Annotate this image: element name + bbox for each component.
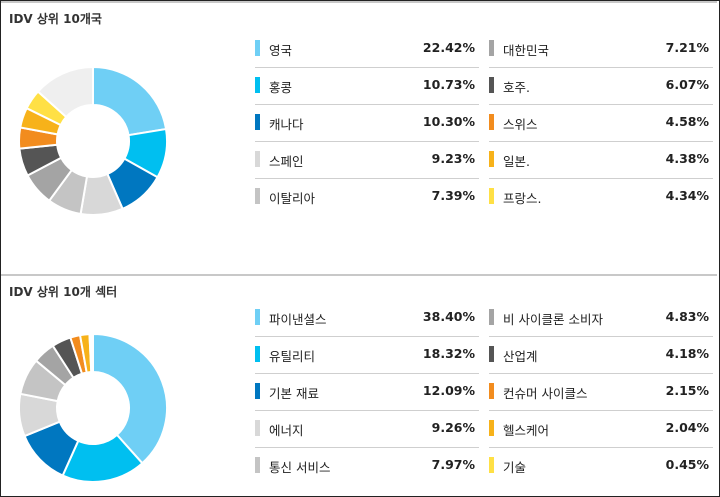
legend-row: 에너지 9.26%	[255, 411, 479, 448]
legend-row: 일본. 4.38%	[489, 142, 713, 179]
legend-row: 캐나다 10.30%	[255, 105, 479, 142]
legend-label: 영국	[269, 43, 293, 58]
legend-label: 호주.	[503, 80, 530, 95]
legend-label: 에너지	[269, 423, 304, 438]
legend-label: 컨슈머 사이클스	[503, 386, 588, 401]
legend-row: 비 사이클론 소비자 4.83%	[489, 300, 713, 337]
legend-label: 기술	[503, 460, 527, 475]
legend-swatch	[255, 151, 260, 167]
legend-label: 유틸리티	[269, 349, 316, 364]
legend-row: 영국 22.42%	[255, 31, 479, 68]
legend-swatch	[489, 151, 494, 167]
legend-label: 기본 재료	[269, 386, 319, 401]
countries-donut-chart	[18, 65, 168, 216]
legend-swatch	[255, 383, 260, 399]
legend-value: 4.34%	[665, 188, 709, 203]
legend-value: 2.04%	[665, 420, 709, 435]
legend-value: 12.09%	[422, 383, 475, 398]
donut-slice	[92, 65, 168, 137]
section-divider	[1, 274, 717, 276]
sectors-title: IDV 상위 10개 섹터	[9, 285, 118, 299]
legend-label: 스위스	[503, 117, 538, 132]
legend-value: 2.15%	[665, 383, 709, 398]
legend-swatch	[489, 346, 494, 362]
legend-swatch	[489, 114, 494, 130]
legend-value: 9.26%	[431, 420, 475, 435]
donut-slice	[92, 332, 168, 465]
countries-section: IDV 상위 10개국 영국 22.42% 홍콩 10.73% 캐나다 10.30% 스페인…	[1, 1, 717, 273]
legend-label: 스페인	[269, 154, 304, 169]
legend-row: 통신 서비스 7.97%	[255, 448, 479, 484]
legend-swatch	[489, 40, 494, 56]
legend-swatch	[255, 77, 260, 93]
legend-label: 파이낸셜스	[269, 312, 327, 327]
legend-swatch	[255, 40, 260, 56]
legend-swatch	[255, 420, 260, 436]
legend-row: 산업계 4.18%	[489, 337, 713, 374]
legend-swatch	[255, 346, 260, 362]
legend-swatch	[255, 188, 260, 204]
legend-label: 프랑스.	[503, 191, 542, 206]
legend-value: 38.40%	[422, 309, 475, 324]
legend-value: 4.18%	[665, 346, 709, 361]
legend-swatch	[489, 383, 494, 399]
legend-swatch	[255, 309, 260, 325]
legend-value: 7.97%	[431, 457, 475, 472]
legend-value: 4.38%	[665, 151, 709, 166]
legend-swatch	[489, 457, 494, 473]
legend-label: 대한민국	[503, 43, 550, 58]
legend-row: 파이낸셜스 38.40%	[255, 300, 479, 337]
legend-value: 4.58%	[665, 114, 709, 129]
legend-value: 22.42%	[422, 40, 475, 55]
legend-row: 스위스 4.58%	[489, 105, 713, 142]
legend-row: 프랑스. 4.34%	[489, 179, 713, 215]
legend-swatch	[489, 420, 494, 436]
legend-label: 헬스케어	[503, 423, 550, 438]
legend-row: 기술 0.45%	[489, 448, 713, 484]
legend-swatch	[489, 188, 494, 204]
legend-value: 10.30%	[422, 114, 475, 129]
legend-swatch	[255, 457, 260, 473]
legend-row: 대한민국 7.21%	[489, 31, 713, 68]
legend-row: 스페인 9.23%	[255, 142, 479, 179]
countries-title: IDV 상위 10개국	[9, 12, 102, 26]
legend-label: 비 사이클론 소비자	[503, 312, 603, 327]
legend-row: 유틸리티 18.32%	[255, 337, 479, 374]
legend-swatch	[489, 309, 494, 325]
legend-row: 호주. 6.07%	[489, 68, 713, 105]
legend-value: 7.21%	[665, 40, 709, 55]
legend-row: 컨슈머 사이클스 2.15%	[489, 374, 713, 411]
legend-label: 홍콩	[269, 80, 293, 95]
legend-swatch	[255, 114, 260, 130]
legend-swatch	[489, 77, 494, 93]
legend-value: 10.73%	[422, 77, 475, 92]
legend-value: 9.23%	[431, 151, 475, 166]
legend-label: 캐나다	[269, 117, 304, 132]
legend-row: 이탈리아 7.39%	[255, 179, 479, 215]
legend-value: 7.39%	[431, 188, 475, 203]
legend-label: 일본.	[503, 154, 530, 169]
legend-label: 이탈리아	[269, 191, 316, 206]
legend-value: 0.45%	[665, 457, 709, 472]
legend-value: 18.32%	[422, 346, 475, 361]
legend-label: 통신 서비스	[269, 460, 331, 475]
legend-row: 기본 재료 12.09%	[255, 374, 479, 411]
donut-slice-remainder	[90, 332, 94, 374]
sectors-donut-chart	[18, 332, 168, 483]
legend-row: 홍콩 10.73%	[255, 68, 479, 105]
sectors-section: IDV 상위 10개 섹터 파이낸셜스 38.40% 유틸리티 18.32% 기본 재료…	[1, 274, 717, 495]
legend-row: 헬스케어 2.04%	[489, 411, 713, 448]
legend-label: 산업계	[503, 349, 538, 364]
legend-value: 4.83%	[665, 309, 709, 324]
donut-slice-remainder	[36, 65, 94, 119]
section-divider	[1, 1, 717, 3]
legend-value: 6.07%	[665, 77, 709, 92]
